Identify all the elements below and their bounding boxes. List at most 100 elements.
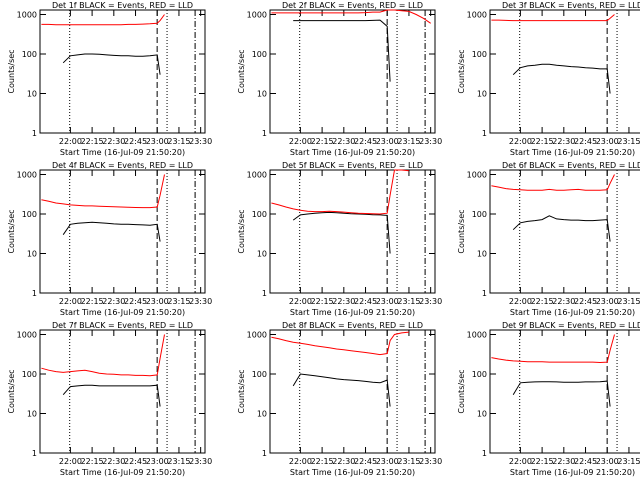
series-line: [41, 14, 165, 26]
x-tick-label: 22:00: [289, 137, 312, 146]
plot-frame: [489, 9, 640, 134]
series-line: [62, 53, 161, 75]
series-line: [512, 380, 611, 407]
x-axis-label: Start Time (16-Jul-09 21:50:20): [290, 308, 415, 317]
x-tick-label: 23:00: [596, 137, 619, 146]
x-axis-label: Start Time (16-Jul-09 21:50:20): [510, 308, 635, 317]
y-tick-label: 1: [262, 129, 267, 138]
series-line: [491, 14, 615, 22]
x-tick-label: 22:15: [81, 457, 104, 466]
plot-frame: [39, 329, 206, 454]
y-tick-label: 100: [22, 50, 37, 59]
y-tick-label: 100: [472, 50, 487, 59]
y-tick-label: 10: [257, 410, 267, 419]
x-tick-label: 22:30: [102, 457, 125, 466]
y-tick-label: 1: [482, 289, 487, 298]
x-tick-label: 22:00: [509, 457, 532, 466]
x-tick-label: 23:00: [596, 457, 619, 466]
x-tick-label: 22:00: [509, 297, 532, 306]
y-tick-label: 1000: [247, 171, 267, 180]
y-tick-label: 1: [32, 129, 37, 138]
series-line: [271, 9, 431, 24]
x-tick-label: 22:30: [332, 137, 355, 146]
y-axis-label: Counts/sec: [457, 209, 466, 253]
x-tick-label: 23:00: [146, 297, 169, 306]
plot-frame: [489, 169, 640, 294]
y-tick-label: 1: [262, 449, 267, 458]
x-tick-label: 22:15: [81, 297, 104, 306]
x-tick-label: 22:00: [59, 457, 82, 466]
series-line: [293, 19, 391, 82]
chart-title: Det 7f BLACK = Events, RED = LLD: [52, 321, 193, 330]
panel: Det 5f BLACK = Events, RED = LLD Counts/s…: [237, 161, 442, 317]
y-tick-label: 10: [257, 250, 267, 259]
series-line: [292, 373, 391, 407]
x-tick-label: 23:15: [617, 457, 640, 466]
x-axis-label: Start Time (16-Jul-09 21:50:20): [60, 148, 185, 157]
series-line: [512, 63, 611, 94]
x-tick-label: 22:45: [574, 297, 597, 306]
y-tick-label: 10: [257, 90, 267, 99]
x-tick-label: 22:30: [332, 297, 355, 306]
x-tick-label: 22:30: [552, 457, 575, 466]
y-tick-label: 100: [252, 210, 267, 219]
series-line: [41, 334, 165, 377]
chart-title: Det 4f BLACK = Events, RED = LLD: [52, 161, 193, 170]
x-tick-label: 22:00: [59, 137, 82, 146]
x-tick-label: 22:45: [124, 457, 147, 466]
chart-title: Det 9f BLACK = Events, RED = LLD: [502, 321, 640, 330]
x-tick-label: 23:15: [167, 137, 190, 146]
x-tick-label: 23:15: [167, 297, 190, 306]
x-tick-label: 23:15: [617, 297, 640, 306]
y-tick-label: 10: [27, 410, 37, 419]
x-tick-label: 23:30: [189, 137, 212, 146]
x-tick-label: 23:30: [419, 137, 442, 146]
y-tick-label: 1: [32, 289, 37, 298]
x-tick-label: 22:00: [289, 457, 312, 466]
x-tick-label: 22:30: [552, 137, 575, 146]
plot-frame: [39, 169, 206, 294]
series-line: [62, 384, 161, 407]
x-tick-label: 22:30: [552, 297, 575, 306]
y-tick-label: 1: [32, 449, 37, 458]
series-line: [491, 174, 615, 191]
x-tick-label: 22:15: [311, 297, 334, 306]
y-tick-label: 1000: [467, 171, 487, 180]
x-tick-label: 22:15: [311, 457, 334, 466]
x-axis-label: Start Time (16-Jul-09 21:50:20): [290, 148, 415, 157]
y-tick-label: 100: [252, 50, 267, 59]
x-tick-label: 22:30: [332, 457, 355, 466]
panel: Det 3f BLACK = Events, RED = LLD Counts/s…: [457, 1, 640, 157]
y-tick-label: 1000: [247, 11, 267, 20]
panel: Det 8f BLACK = Events, RED = LLD Counts/s…: [237, 321, 442, 477]
panel: Det 1f BLACK = Events, RED = LLD Counts/s…: [7, 1, 212, 157]
y-tick-label: 1: [482, 449, 487, 458]
plot-frame: [269, 169, 436, 294]
x-tick-label: 23:00: [146, 457, 169, 466]
x-tick-label: 23:00: [146, 137, 169, 146]
y-tick-label: 100: [252, 370, 267, 379]
x-tick-label: 22:15: [81, 137, 104, 146]
x-tick-label: 23:15: [397, 457, 420, 466]
chart-title: Det 2f BLACK = Events, RED = LLD: [282, 1, 423, 10]
y-axis-label: Counts/sec: [237, 209, 246, 253]
series-line: [41, 174, 165, 209]
y-axis-label: Counts/sec: [457, 49, 466, 93]
x-tick-label: 22:30: [102, 137, 125, 146]
x-tick-label: 22:15: [531, 137, 554, 146]
x-tick-label: 22:45: [574, 137, 597, 146]
y-tick-label: 1000: [17, 331, 37, 340]
chart-title: Det 3f BLACK = Events, RED = LLD: [502, 1, 640, 10]
panel: Det 7f BLACK = Events, RED = LLD Counts/s…: [7, 321, 212, 477]
series-line: [271, 331, 409, 356]
x-tick-label: 22:45: [354, 457, 377, 466]
x-tick-label: 23:15: [167, 457, 190, 466]
series-line: [292, 211, 391, 254]
x-tick-label: 23:00: [596, 297, 619, 306]
y-axis-label: Counts/sec: [457, 369, 466, 413]
x-tick-label: 23:30: [189, 457, 212, 466]
y-axis-label: Counts/sec: [237, 369, 246, 413]
y-tick-label: 100: [472, 370, 487, 379]
panel: Det 2f BLACK = Events, RED = LLD Counts/s…: [237, 1, 442, 157]
